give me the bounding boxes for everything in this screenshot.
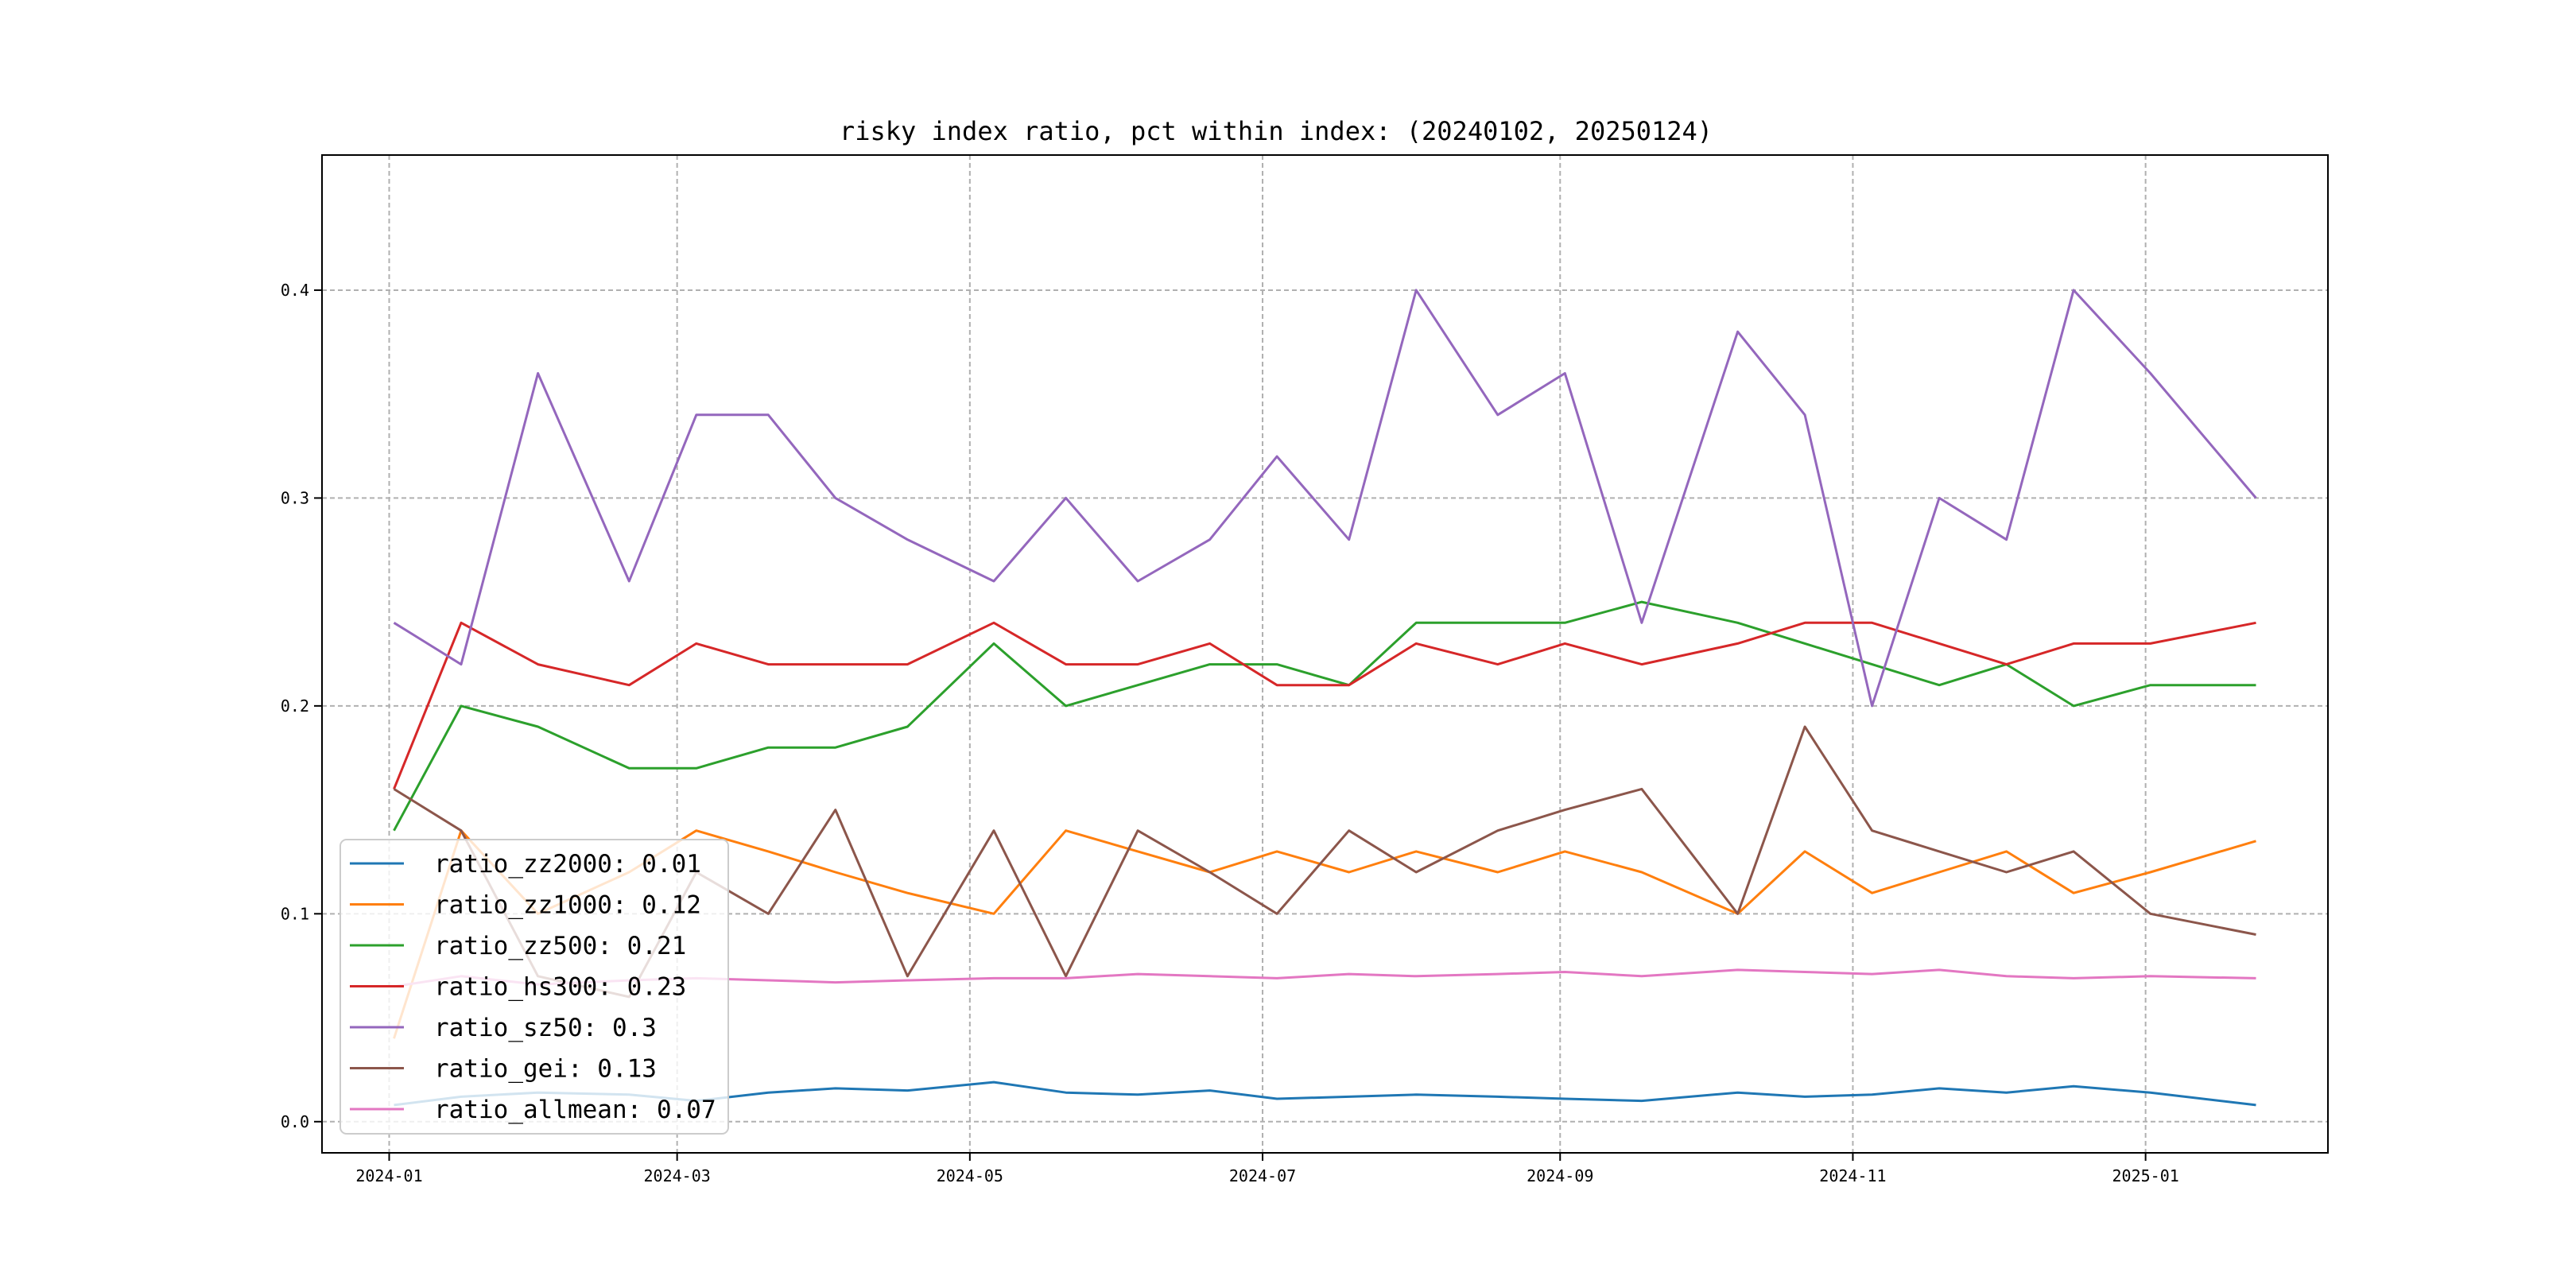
y-axis: 0.0 0.1 0.2 0.3 0.4 (281, 281, 322, 1131)
y-tick-label: 0.3 (281, 488, 309, 507)
legend-box (339, 839, 729, 1135)
x-tick-label: 2024-03 (644, 1166, 711, 1185)
plot-frame (321, 154, 2329, 1154)
y-tick-label: 0.2 (281, 696, 309, 716)
x-tick-label: 2024-05 (937, 1166, 1003, 1185)
x-tick-label: 2025-01 (2112, 1166, 2178, 1185)
legend-label: ratio_sz50: 0.3 (434, 1014, 657, 1042)
legend-label: ratio_zz1000: 0.12 (434, 891, 701, 920)
legend-label: ratio_allmean: 0.07 (434, 1096, 716, 1124)
series-line-ratio-zz500 (393, 600, 2256, 832)
x-tick-label: 2024-09 (1527, 1166, 1593, 1185)
legend: ratio_zz2000: 0.01 ratio_zz1000: 0.12 rati… (339, 839, 729, 1135)
legend-label: ratio_hs300: 0.23 (434, 973, 686, 1002)
series-line-ratio-sz50 (393, 289, 2257, 708)
series-line-ratio-hs300 (393, 621, 2256, 789)
y-tick-label: 0.0 (281, 1112, 309, 1131)
x-tick-label: 2024-07 (1229, 1166, 1296, 1185)
legend-label: ratio_zz2000: 0.01 (434, 850, 701, 879)
y-tick-label: 0.1 (281, 904, 309, 923)
y-tick-label: 0.4 (281, 281, 309, 300)
chart-title: risky index ratio, pct within index: (20… (840, 116, 1713, 146)
series-line-ratio-zz1000 (393, 829, 2256, 1039)
legend-label: ratio_gei: 0.13 (434, 1055, 657, 1084)
x-axis: 2024-01 2024-03 2024-05 2024-07 2024-09 2024-… (355, 1153, 2179, 1185)
x-tick-label: 2024-11 (1819, 1166, 1886, 1185)
x-tick-label: 2024-01 (355, 1166, 422, 1185)
legend-label: ratio_zz500: 0.21 (434, 932, 686, 960)
